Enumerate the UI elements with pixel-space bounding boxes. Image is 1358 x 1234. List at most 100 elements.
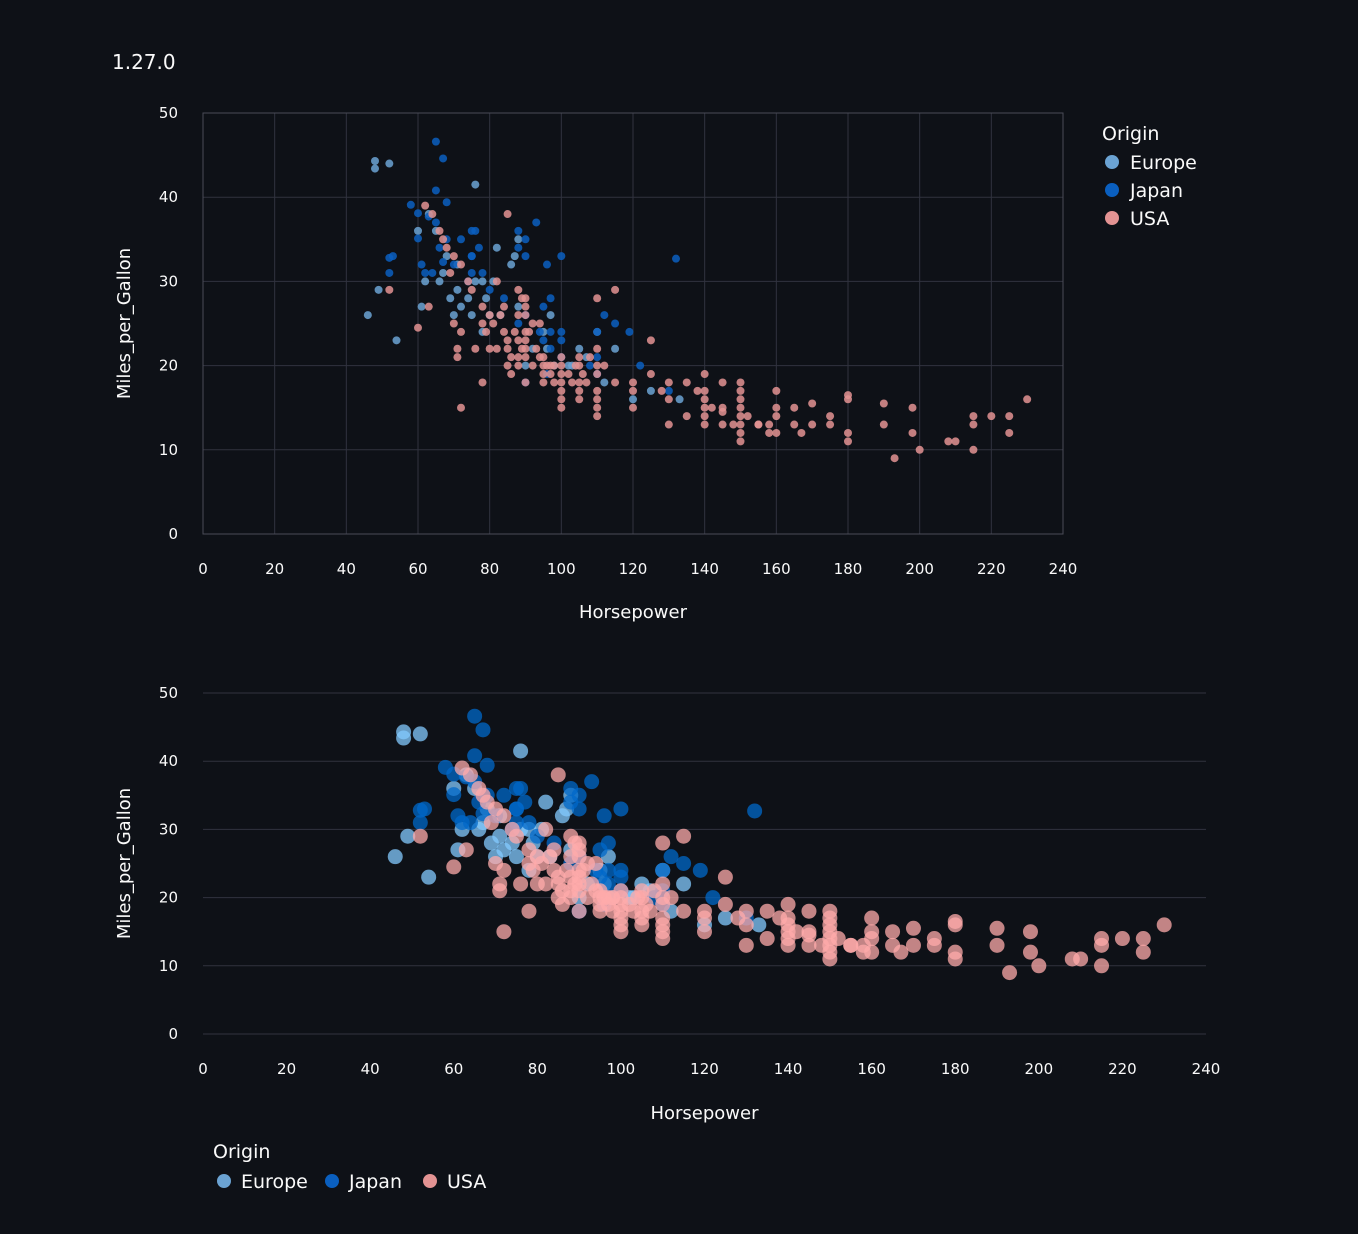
data-point-europe [529,849,545,865]
data-point-usa [908,428,917,437]
data-point-usa [593,370,602,379]
data-point-japan [636,361,645,370]
data-point-europe [482,294,491,303]
data-point-usa [646,883,662,899]
data-point-usa [593,386,602,395]
data-point-usa [521,856,537,871]
data-point-usa [905,937,921,953]
data-point-usa [453,353,462,362]
data-point-usa [664,420,673,429]
data-point-usa [629,403,637,412]
data-point-usa [879,420,888,429]
data-point-europe [421,869,437,885]
data-point-japan [431,186,440,195]
data-point-japan [532,218,541,227]
data-point-europe [414,226,422,235]
data-point-usa [471,780,487,796]
data-point-japan [454,815,470,831]
data-point-usa [479,794,495,810]
data-point-usa [554,883,570,899]
data-point-europe [475,815,491,831]
data-point-japan [446,787,462,803]
plot-frame [202,112,1064,535]
data-point-usa [1073,951,1089,967]
x-tick-label: 80 [528,1060,547,1078]
data-point-usa [655,917,671,933]
data-point-japan [496,787,512,803]
data-point-japan [485,285,494,294]
data-point-japan [416,801,432,817]
data-point-usa [700,386,709,395]
data-point-europe [554,808,570,824]
data-point-usa [736,437,745,446]
x-tick-label: 60 [408,560,427,578]
data-point-usa [808,420,817,429]
data-point-usa [780,896,796,912]
data-point-usa [822,944,838,960]
data-point-japan [625,327,634,336]
data-point-japan [513,780,529,796]
data-point-japan [539,302,548,311]
data-point-usa [1135,944,1151,960]
data-point-usa [550,378,559,387]
data-point-japan [692,862,708,878]
data-point-usa [822,917,838,933]
data-point-usa [586,353,594,362]
data-point-europe [454,821,470,837]
data-point-usa [503,344,512,353]
data-point-usa [412,828,428,844]
data-point-europe [385,159,394,168]
data-point-usa [1135,931,1151,947]
data-point-usa [844,437,852,446]
x-tick-label: 220 [1108,1060,1137,1078]
data-point-usa [613,910,629,926]
data-point-europe [563,787,579,803]
data-point-usa [592,896,608,912]
data-point-usa [485,344,494,353]
data-point-usa [571,835,587,851]
data-point-europe [417,302,426,311]
data-point-usa [772,403,781,412]
data-point-usa [655,910,671,926]
data-point-usa [790,403,799,412]
data-point-europe [534,821,550,837]
data-point-usa [890,454,899,463]
data-point-usa [514,353,523,362]
y-tick-label: 40 [159,188,178,206]
data-point-usa [1094,937,1110,953]
data-point-usa [765,420,774,429]
data-point-europe [508,849,524,865]
data-point-japan [747,803,763,819]
data-point-japan [663,849,679,865]
x-axis-title: Horsepower [650,1103,759,1124]
data-point-usa [510,327,519,336]
data-point-japan [414,234,422,243]
data-point-usa [514,285,523,294]
data-point-japan [431,137,440,146]
data-point-japan [557,252,566,261]
data-point-usa [736,395,745,404]
data-point-usa [908,403,917,412]
data-point-usa [500,327,508,336]
data-point-usa [844,391,852,400]
data-point-usa [579,890,595,906]
data-point-japan [517,794,533,810]
data-point-usa [682,412,691,421]
data-point-usa [613,924,629,940]
data-point-japan [412,802,428,818]
data-point-europe [478,277,487,286]
data-point-europe [521,821,537,837]
data-point-japan [600,311,609,320]
data-point-usa [697,910,712,926]
data-point-japan [475,722,491,738]
data-point-usa [826,420,835,429]
data-point-usa [539,370,548,379]
x-tick-label: 20 [277,1060,296,1078]
data-point-usa [987,412,996,421]
data-point-europe [513,743,529,759]
data-point-europe [504,835,520,851]
data-point-usa [655,896,671,912]
legend-label-europe: Europe [241,1171,308,1193]
y-tick-label: 0 [168,525,178,543]
data-point-usa [629,386,637,395]
